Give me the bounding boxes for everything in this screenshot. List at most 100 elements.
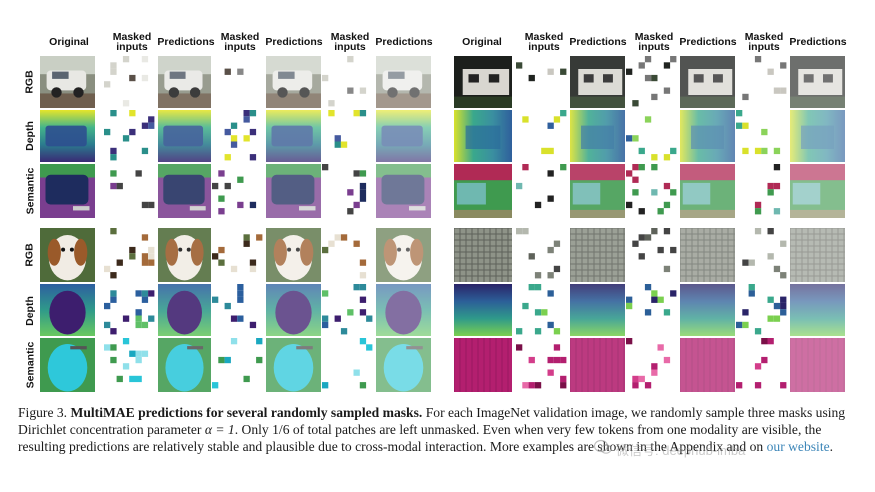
- masked-input-image: [104, 164, 157, 218]
- prediction-image: [680, 56, 735, 108]
- masked-input-image: [212, 338, 265, 392]
- prediction-image: [570, 228, 625, 282]
- caption-title: MultiMAE predictions for several randoml…: [70, 405, 423, 420]
- prediction-image: [158, 338, 211, 392]
- prediction-image: [790, 228, 845, 282]
- original-image: [40, 284, 95, 336]
- col-header-pred-1-left: Predictions: [157, 36, 215, 48]
- prediction-image: [376, 164, 431, 218]
- prediction-image: [266, 56, 321, 108]
- masked-input-image: [516, 338, 569, 392]
- original-image: [454, 56, 512, 108]
- prediction-image: [680, 228, 735, 282]
- row-label-semantic-top: Semantic: [24, 167, 36, 215]
- prediction-image: [790, 164, 845, 218]
- row-label-rgb-top: RGB: [24, 70, 36, 94]
- masked-input-image: [104, 228, 157, 282]
- masked-input-image: [212, 228, 265, 282]
- masked-input-image: [626, 164, 679, 218]
- original-image: [454, 284, 512, 336]
- caption-text-2: . Only 1/6 of total patches are left unm…: [18, 422, 822, 454]
- prediction-image: [158, 284, 211, 336]
- caption-alpha: α = 1: [204, 422, 235, 437]
- original-image: [40, 164, 95, 218]
- prediction-image: [680, 284, 735, 336]
- col-header-pred-3-left: Predictions: [375, 36, 433, 48]
- col-header-original-left: Original: [49, 36, 89, 48]
- masked-input-image: [626, 228, 679, 282]
- masked-input-image: [736, 338, 789, 392]
- masked-input-image: [736, 228, 789, 282]
- col-header-pred-2-right: Predictions: [679, 36, 737, 48]
- prediction-image: [790, 56, 845, 108]
- caption-text-3: .: [829, 439, 834, 454]
- col-header-pred-1-right: Predictions: [569, 36, 627, 48]
- masked-input-image: [212, 164, 265, 218]
- figure-label: Figure 3.: [18, 405, 68, 420]
- prediction-image: [376, 338, 431, 392]
- prediction-image: [790, 338, 845, 392]
- masked-input-image: [516, 228, 569, 282]
- row-label-rgb-bottom: RGB: [24, 243, 36, 267]
- masked-input-image: [104, 338, 157, 392]
- prediction-image: [680, 164, 735, 218]
- col-header-original-right: Original: [462, 36, 502, 48]
- masked-input-image: [212, 284, 265, 336]
- prediction-image: [266, 338, 321, 392]
- prediction-image: [680, 338, 735, 392]
- masked-input-image: [212, 56, 265, 108]
- caption-text-1: For each ImageNet validation image, we r…: [18, 405, 846, 437]
- prediction-image: [376, 56, 431, 108]
- prediction-image: [570, 56, 625, 108]
- prediction-image: [376, 228, 431, 282]
- masked-input-image: [104, 284, 157, 336]
- row-label-depth-top: Depth: [24, 121, 36, 151]
- prediction-image: [158, 110, 211, 162]
- original-image: [454, 228, 512, 282]
- masked-input-image: [736, 164, 789, 218]
- original-image: [40, 110, 95, 162]
- prediction-image: [158, 228, 211, 282]
- prediction-image: [570, 164, 625, 218]
- prediction-image: [158, 164, 211, 218]
- col-header-pred-2-left: Predictions: [265, 36, 323, 48]
- masked-input-image: [736, 110, 789, 162]
- col-header-masked-3-left: Masked inputs: [330, 31, 370, 53]
- prediction-image: [570, 110, 625, 162]
- original-image: [40, 338, 95, 392]
- col-header-pred-3-right: Predictions: [789, 36, 847, 48]
- prediction-image: [158, 56, 211, 108]
- prediction-image: [680, 110, 735, 162]
- prediction-image: [266, 228, 321, 282]
- row-label-depth-bottom: Depth: [24, 296, 36, 326]
- masked-input-image: [322, 338, 375, 392]
- masked-input-image: [212, 110, 265, 162]
- website-link[interactable]: our website: [766, 439, 830, 454]
- original-image: [454, 164, 512, 218]
- masked-input-image: [626, 338, 679, 392]
- masked-input-image: [322, 284, 375, 336]
- col-header-masked-2-right: Masked inputs: [634, 31, 674, 53]
- masked-input-image: [322, 228, 375, 282]
- col-header-masked-2-left: Masked inputs: [220, 31, 260, 53]
- masked-input-image: [516, 164, 569, 218]
- prediction-image: [570, 284, 625, 336]
- masked-input-image: [516, 284, 569, 336]
- figure-caption: Figure 3. MultiMAE predictions for sever…: [18, 404, 858, 455]
- prediction-image: [376, 110, 431, 162]
- original-image: [40, 56, 95, 108]
- prediction-image: [266, 110, 321, 162]
- watermark-text: 微信号: deephub-imba: [616, 443, 746, 458]
- masked-input-image: [736, 284, 789, 336]
- masked-input-image: [736, 56, 789, 108]
- masked-input-image: [516, 110, 569, 162]
- masked-input-image: [626, 56, 679, 108]
- masked-input-image: [322, 110, 375, 162]
- prediction-image: [790, 110, 845, 162]
- masked-input-image: [626, 110, 679, 162]
- prediction-image: [266, 164, 321, 218]
- wechat-icon: [594, 439, 612, 454]
- col-header-masked-1-right: Masked inputs: [524, 31, 564, 53]
- prediction-image: [266, 284, 321, 336]
- col-header-masked-1-left: Masked inputs: [112, 31, 152, 53]
